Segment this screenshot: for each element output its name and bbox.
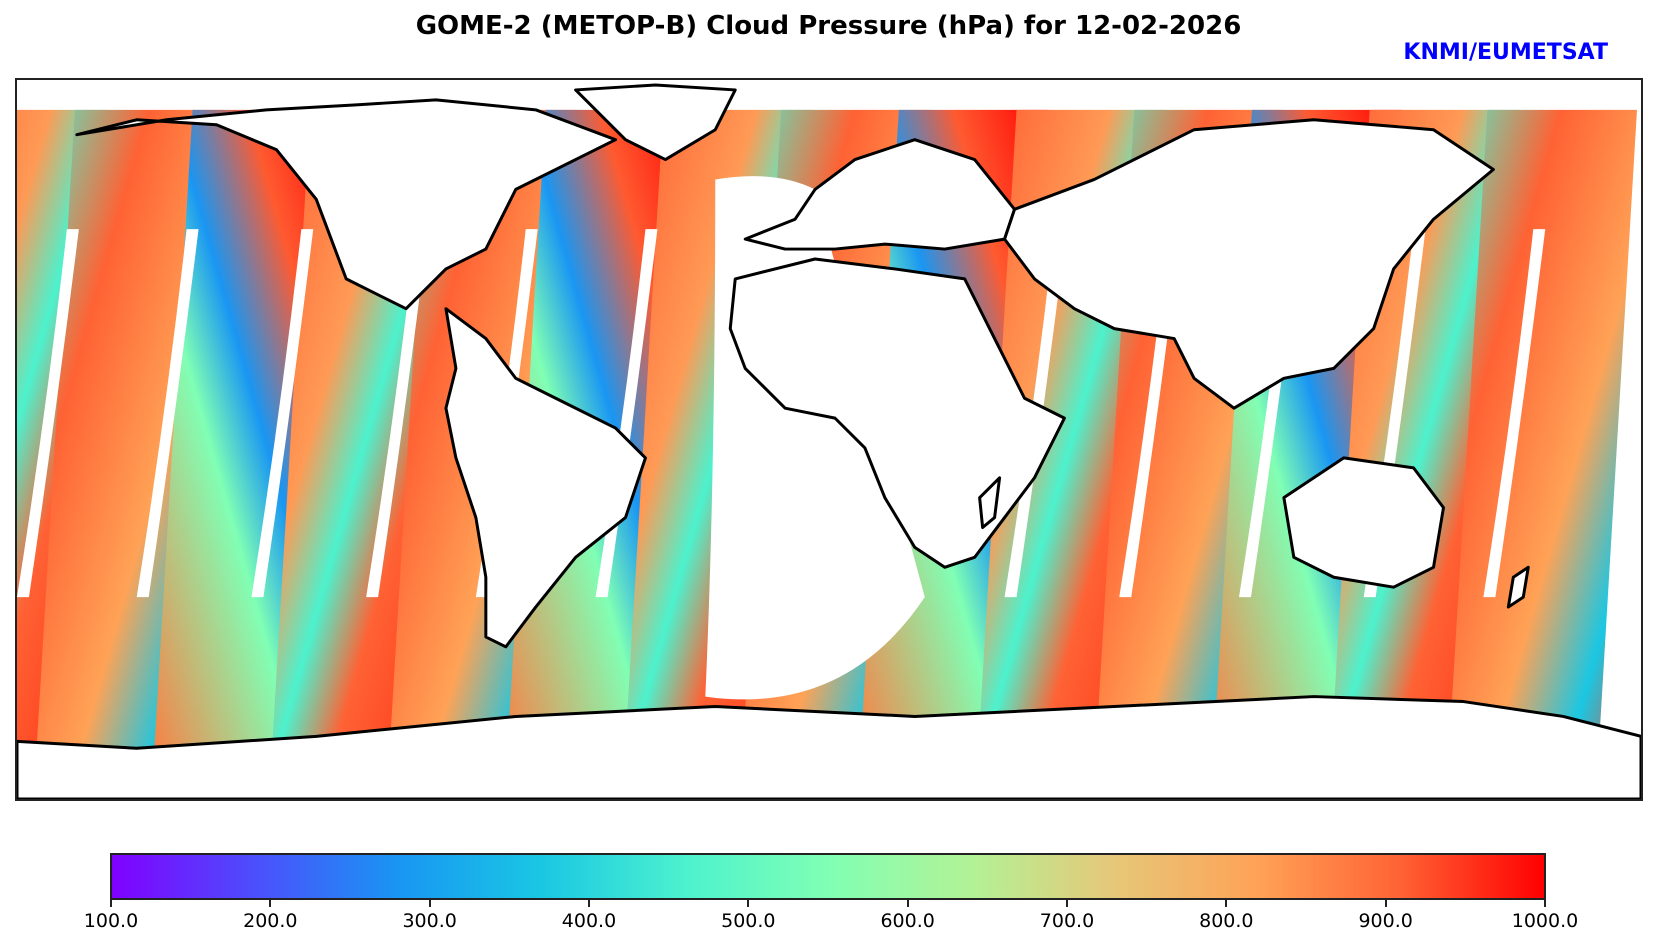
colorbar-tick-label: 200.0	[243, 910, 298, 932]
colorbar-tick	[269, 900, 272, 907]
colorbar-gradient	[112, 855, 1544, 898]
cloud-pressure-map	[17, 83, 1641, 799]
coastlines	[17, 83, 1641, 799]
coastline-madagascar	[978, 476, 1002, 530]
colorbar-tick	[906, 900, 909, 907]
credit-label: KNMI/EUMETSAT	[1403, 40, 1608, 65]
map-panel	[15, 78, 1643, 801]
colorbar-tick	[1544, 900, 1546, 907]
colorbar-tick-label: 900.0	[1358, 910, 1413, 932]
coastline-new-zealand	[1506, 565, 1530, 609]
orbit-gap	[1483, 229, 1546, 598]
colorbar-tick-label: 800.0	[1199, 910, 1254, 932]
colorbar-tick-label: 600.0	[880, 910, 935, 932]
colorbar-tick-label: 400.0	[561, 910, 617, 932]
colorbar-tick	[588, 900, 590, 907]
colorbar-tick-label: 100.0	[83, 910, 139, 932]
colorbar-tick	[1384, 900, 1387, 907]
coastline-africa	[728, 257, 1066, 569]
colorbar-tick	[747, 900, 750, 907]
colorbar	[110, 853, 1546, 900]
coastline-south-america	[444, 307, 647, 649]
colorbar-tick	[110, 900, 112, 907]
coastline-antarctica	[17, 695, 1641, 799]
coastline-greenland	[574, 83, 737, 162]
colorbar-tick-label: 1000.0	[1511, 910, 1579, 932]
orbit-swath	[1447, 109, 1638, 777]
orbit-gap	[251, 229, 314, 598]
colorbar-tick-label: 500.0	[721, 910, 776, 932]
orbit-gap	[17, 229, 79, 598]
colorbar-tick	[1066, 900, 1068, 907]
coastline-north-america	[75, 98, 618, 311]
colorbar-tick	[1225, 900, 1228, 907]
colorbar-tick	[428, 900, 431, 907]
chart-title: GOME-2 (METOP-B) Cloud Pressure (hPa) fo…	[415, 11, 1242, 41]
coastline-australia	[1282, 456, 1445, 589]
orbit-gap	[136, 229, 199, 598]
colorbar-tick-label: 300.0	[402, 910, 457, 932]
orbit-gap	[366, 229, 428, 598]
colorbar-tick-label: 700.0	[1039, 910, 1095, 932]
coastline-asia	[1003, 118, 1495, 410]
